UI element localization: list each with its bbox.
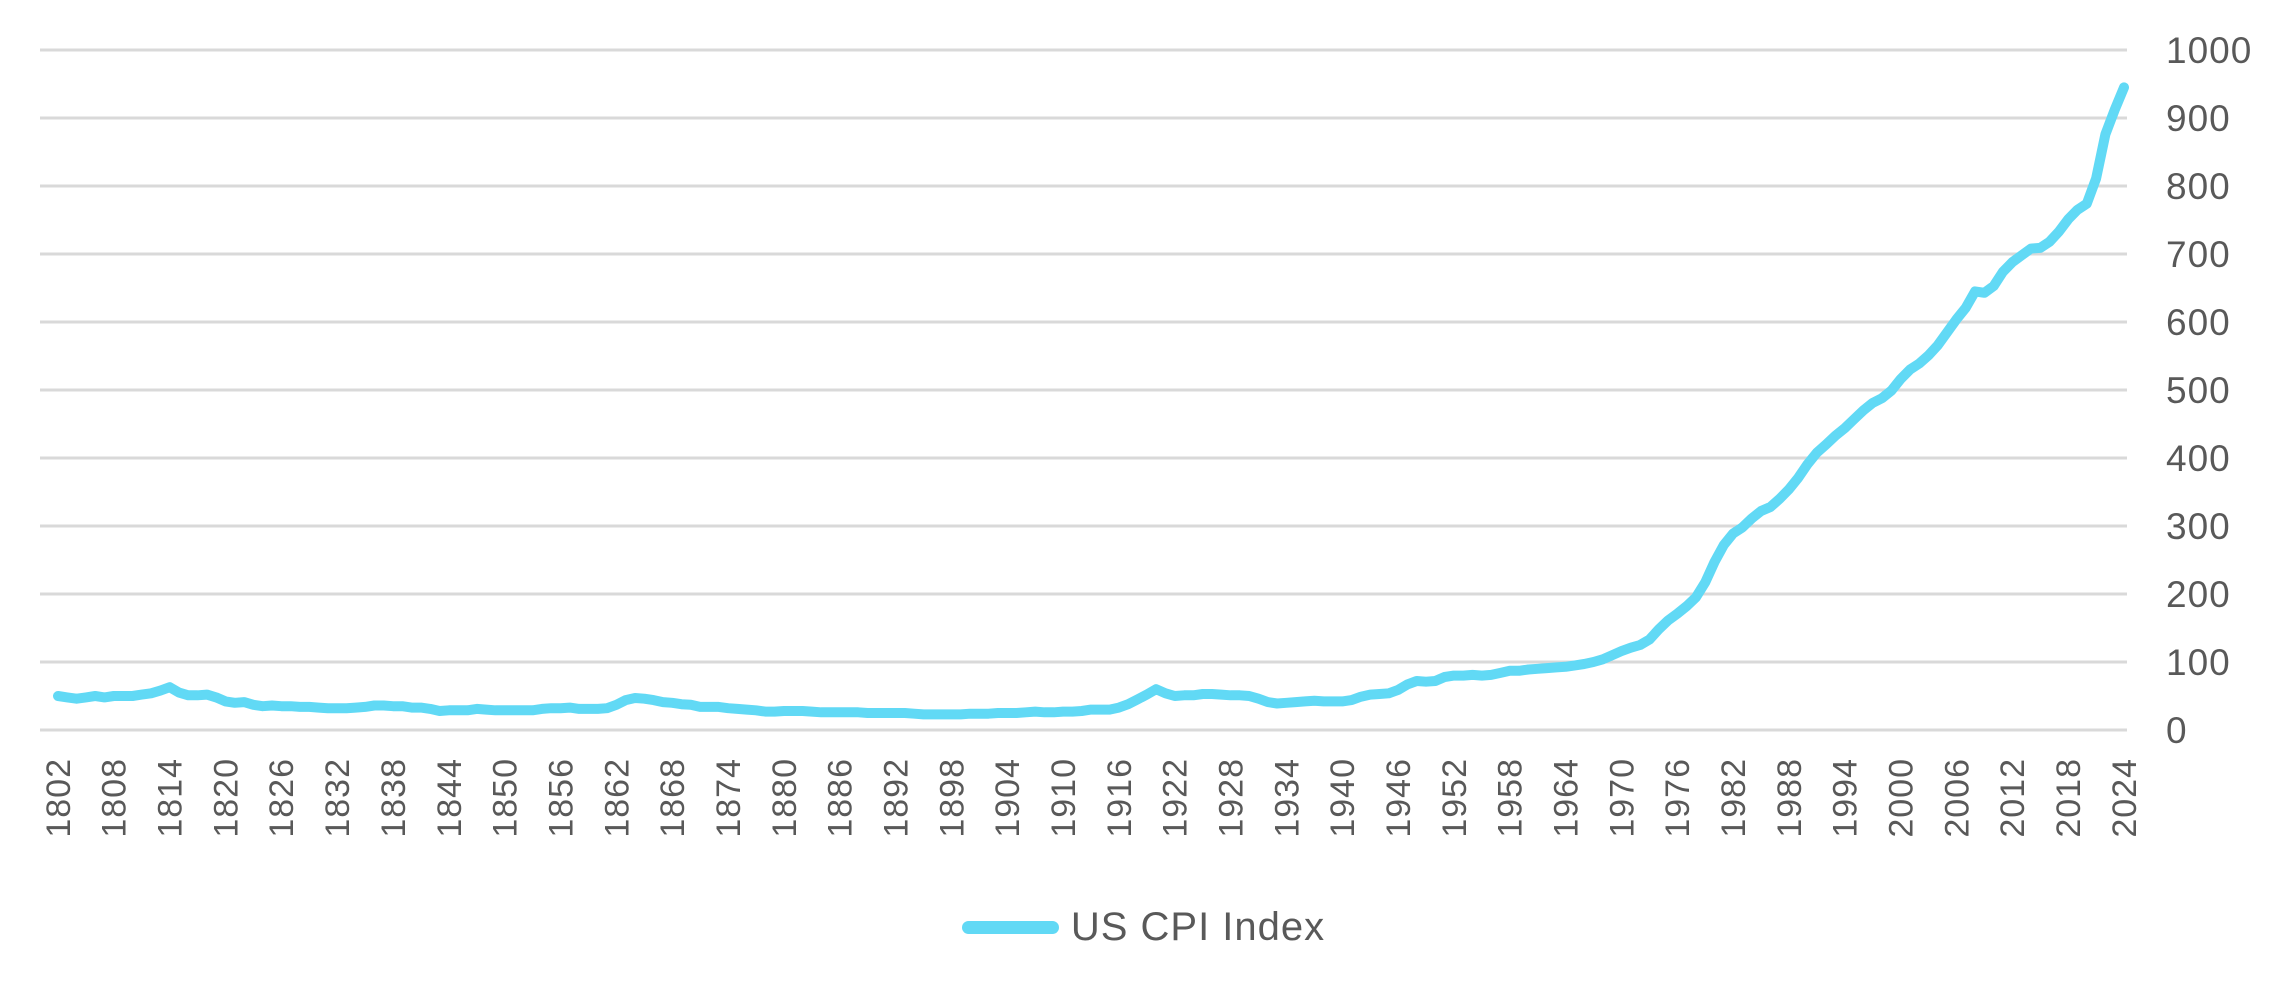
x-tick-label: 1832	[319, 758, 357, 838]
x-tick-label: 1880	[766, 758, 804, 838]
gridlines	[40, 48, 2127, 732]
legend-line-swatch	[961, 921, 1059, 934]
x-tick-label: 1952	[1436, 758, 1474, 838]
x-tick-label: 1946	[1380, 758, 1418, 838]
x-tick-label: 1976	[1659, 758, 1697, 838]
y-tick-label: 0	[2166, 710, 2188, 751]
x-tick-label: 1934	[1268, 758, 1306, 838]
x-tick-label: 1868	[654, 758, 692, 838]
y-tick-label: 100	[2166, 642, 2231, 683]
x-tick-label: 1964	[1548, 758, 1586, 838]
y-tick-label: 600	[2166, 302, 2231, 343]
y-tick-label: 200	[2166, 574, 2231, 615]
x-tick-label: 1910	[1045, 758, 1083, 838]
x-tick-label: 2000	[1883, 758, 1921, 838]
y-tick-label: 300	[2166, 506, 2231, 547]
y-tick-label: 1000	[2166, 30, 2252, 71]
x-tick-label: 2024	[2106, 758, 2144, 838]
x-axis-labels: 1802 1808 1814 1820 1826 1832 1838 1844 1850 1856…	[40, 758, 2144, 838]
x-tick-label: 2018	[2050, 758, 2088, 838]
x-tick-label: 1886	[822, 758, 860, 838]
x-tick-label: 1802	[40, 758, 78, 838]
x-tick-label: 1862	[598, 758, 636, 838]
x-tick-label: 1856	[542, 758, 580, 838]
x-tick-label: 1916	[1101, 758, 1139, 838]
cpi-series-line	[53, 82, 2129, 720]
y-tick-label: 700	[2166, 234, 2231, 275]
x-tick-label: 1922	[1157, 758, 1195, 838]
x-tick-label: 2012	[1994, 758, 2032, 838]
y-tick-label: 400	[2166, 438, 2231, 479]
y-tick-label: 900	[2166, 98, 2231, 139]
x-tick-label: 1844	[431, 758, 469, 838]
x-tick-label: 1874	[710, 758, 748, 838]
x-tick-label: 1928	[1212, 758, 1250, 838]
x-tick-label: 1904	[989, 758, 1027, 838]
legend: US CPI Index	[0, 905, 2287, 950]
x-tick-label: 1814	[152, 758, 190, 838]
cpi-index-line	[53, 82, 2129, 720]
x-tick-label: 2006	[1938, 758, 1976, 838]
y-axis-labels: 0 100 200 300 400 500 600 700 800 900 1000	[2166, 30, 2252, 751]
x-tick-label: 1898	[933, 758, 971, 838]
x-tick-label: 1940	[1324, 758, 1362, 838]
x-tick-label: 1970	[1603, 758, 1641, 838]
x-tick-label: 1820	[207, 758, 245, 838]
x-tick-label: 1850	[487, 758, 525, 838]
x-tick-label: 1826	[263, 758, 301, 838]
x-tick-label: 1988	[1771, 758, 1809, 838]
x-tick-label: 1958	[1492, 758, 1530, 838]
x-tick-label: 1892	[877, 758, 915, 838]
y-tick-label: 800	[2166, 166, 2231, 207]
x-tick-label: 1982	[1715, 758, 1753, 838]
x-tick-label: 1994	[1827, 758, 1865, 838]
x-tick-label: 1838	[375, 758, 413, 838]
y-tick-label: 500	[2166, 370, 2231, 411]
x-tick-label: 1808	[96, 758, 134, 838]
legend-label: US CPI Index	[1070, 905, 1326, 949]
